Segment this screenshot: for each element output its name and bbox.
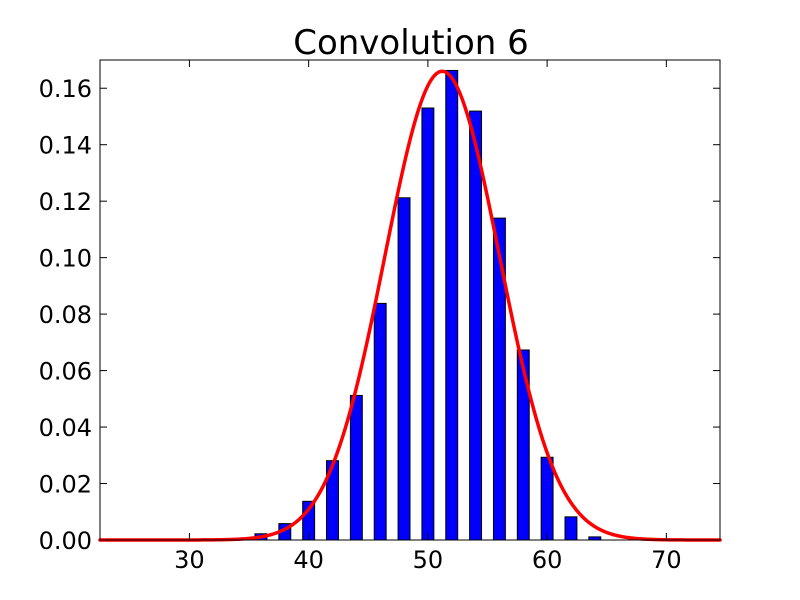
bar — [564, 516, 578, 541]
x-tick-label: 50 — [413, 546, 444, 574]
x-tick-label: 40 — [293, 546, 324, 574]
bar — [445, 69, 459, 541]
bars-group — [230, 69, 602, 541]
bar — [492, 217, 506, 541]
y-tick-label: 0.14 — [39, 132, 92, 160]
x-tick-label: 60 — [532, 546, 563, 574]
chart-title: Convolution 6 — [293, 23, 529, 63]
bar — [540, 456, 554, 541]
y-tick-label: 0.12 — [39, 188, 92, 216]
y-tick-label: 0.02 — [39, 471, 92, 499]
bar — [421, 107, 435, 541]
y-tick-label: 0.06 — [39, 358, 92, 386]
y-tick-label: 0.10 — [39, 245, 92, 273]
y-tick-label: 0.04 — [39, 414, 92, 442]
y-tick-label: 0.16 — [39, 75, 92, 103]
bar — [373, 302, 387, 541]
bar — [397, 197, 411, 541]
axes-frame — [99, 59, 721, 541]
x-tick-label: 70 — [651, 546, 682, 574]
x-tick-label: 30 — [174, 546, 205, 574]
y-tick-label: 0.08 — [39, 301, 92, 329]
y-tick-label: 0.00 — [39, 527, 92, 555]
bar — [469, 110, 483, 541]
axis-ticks-group: 30 40 50 60 70 0.00 0.02 0.04 0.06 0.08 0.10 0.12 0.… — [39, 60, 720, 574]
bar — [349, 394, 363, 541]
